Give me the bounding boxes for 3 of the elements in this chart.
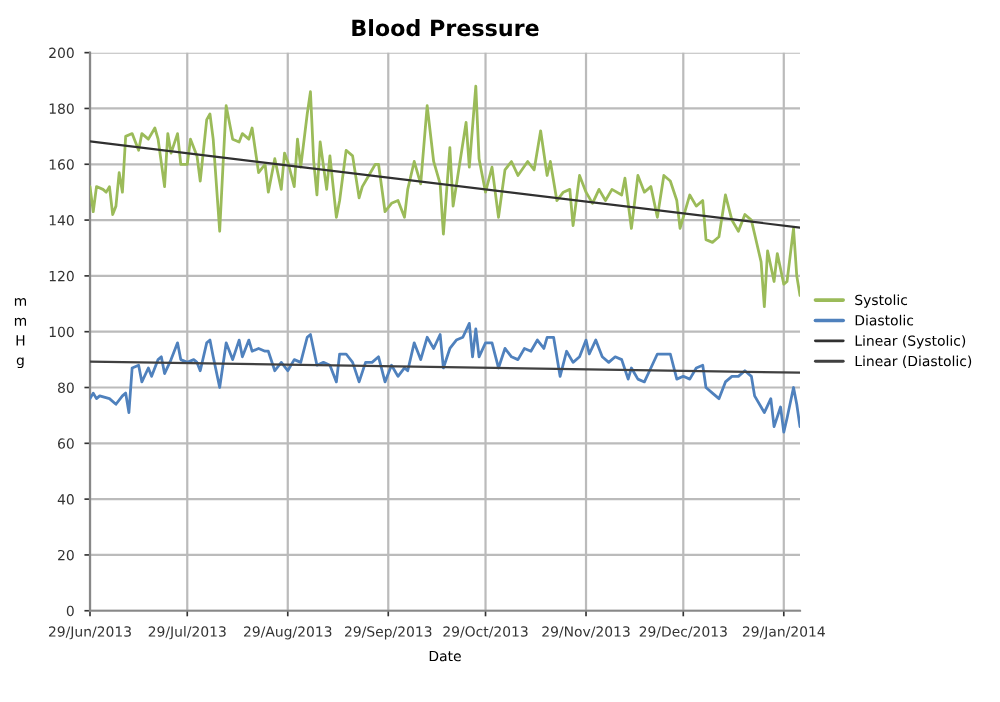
line-series — [90, 84, 800, 308]
chart-title: Blood Pressure — [352, 19, 539, 37]
line-series — [90, 321, 800, 434]
